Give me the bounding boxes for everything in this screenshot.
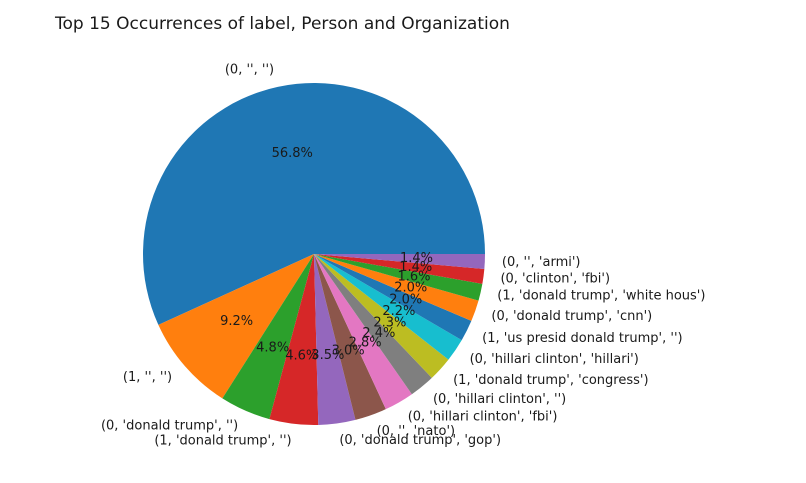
category-label: (1, '', '') <box>123 370 172 385</box>
category-label: (0, 'hillari clinton', 'fbi') <box>408 410 558 425</box>
category-label: (1, 'us presid donald trump', '') <box>482 331 682 346</box>
percent-label: 3.0% <box>332 343 365 358</box>
category-label: (1, 'donald trump', 'white hous') <box>497 289 705 304</box>
percent-labels: 56.8% 9.2%4.8%4.6%3.5%3.0%2.8%2.4%2.3%2.2… <box>220 146 433 363</box>
percent-label: 2.3% <box>373 316 406 331</box>
pie-slice <box>314 254 432 395</box>
pie-slice <box>314 254 462 360</box>
pie-slice <box>222 254 314 420</box>
percent-label: 2.8% <box>349 335 382 350</box>
percent-label: 2.4% <box>362 326 395 341</box>
percent-label: 1.4% <box>400 251 433 266</box>
pie-slice <box>314 254 386 420</box>
category-label: (0, 'clinton', 'fbi') <box>500 271 610 286</box>
category-label: (0, 'donald trump', 'gop') <box>339 433 501 448</box>
pie-slice <box>314 254 485 270</box>
category-label: (0, 'hillari clinton', '') <box>433 392 566 407</box>
category-label: (1, 'donald trump', '') <box>154 433 291 448</box>
pie-slice <box>314 254 356 425</box>
percent-label: 9.2% <box>220 314 253 329</box>
category-label: (0, 'donald trump', 'cnn') <box>491 309 652 324</box>
percent-label: 4.6% <box>285 348 318 363</box>
category-label: (0, '', 'armi') <box>502 255 581 270</box>
category-label: (0, '', '') <box>225 63 274 78</box>
percent-label: 56.8% <box>272 146 313 161</box>
pie-slices <box>142 83 485 426</box>
pie-slice <box>314 254 479 321</box>
percent-label: 1.4% <box>399 260 432 275</box>
percent-label: 4.8% <box>256 340 289 355</box>
category-label: (0, 'donald trump', '') <box>101 419 238 434</box>
percent-label: 2.0% <box>389 293 422 308</box>
pie-slice <box>314 254 483 301</box>
pie-slice <box>314 254 485 284</box>
percent-label: 1.6% <box>397 270 430 285</box>
pie-slice <box>314 254 412 410</box>
category-label: (0, 'hillari clinton', 'hillari') <box>470 352 639 367</box>
category-labels: (0, '', '') (1, '', '') (0, 'donald trump'… <box>101 63 706 449</box>
pie-slice <box>142 83 485 325</box>
pie-slice <box>314 254 449 378</box>
percent-label: 3.5% <box>311 348 344 363</box>
pie-slice <box>269 254 319 426</box>
pie-slice <box>158 254 314 399</box>
category-label: (0, '', 'nato') <box>377 424 456 439</box>
percent-label: 2.0% <box>394 281 427 296</box>
pie-slice <box>314 254 472 341</box>
percent-label: 2.2% <box>382 304 415 319</box>
chart-title: Top 15 Occurrences of label, Person and … <box>54 14 510 34</box>
category-label: (1, 'donald trump', 'congress') <box>453 373 648 388</box>
